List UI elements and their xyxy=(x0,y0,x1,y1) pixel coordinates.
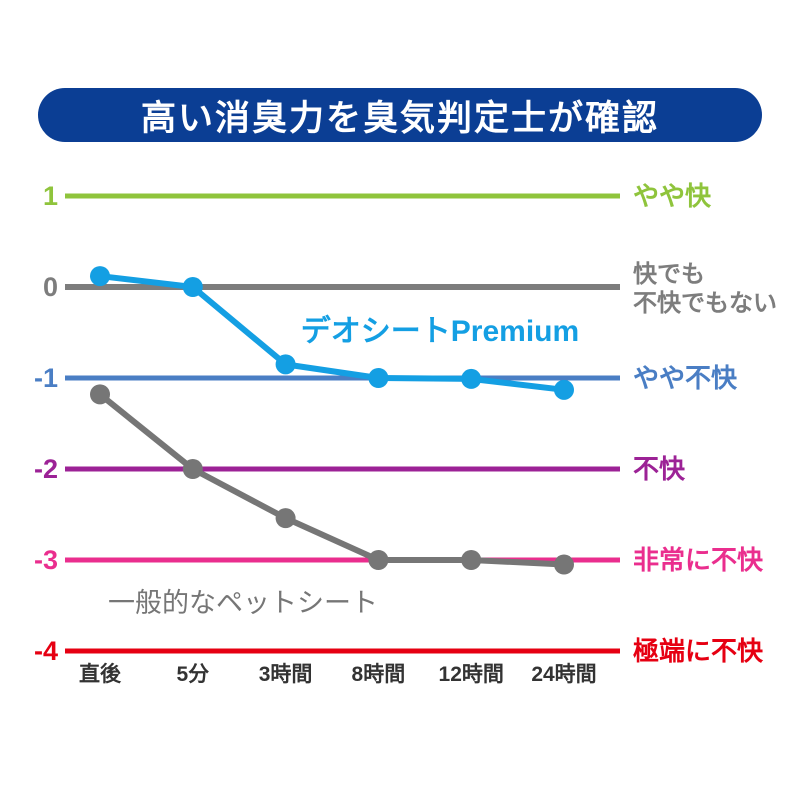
scale-label: 不快 xyxy=(633,454,686,484)
y-axis-label: -2 xyxy=(34,454,58,484)
x-tick-label: 3時間 xyxy=(259,662,313,686)
x-tick-label: 8時間 xyxy=(352,662,406,686)
title-banner: 高い消臭力を臭気判定士が確認 xyxy=(38,88,762,142)
series-label-1: 一般的なペットシート xyxy=(108,588,378,618)
scale-label: 非常に不快 xyxy=(633,545,764,575)
data-point xyxy=(554,379,574,400)
x-tick-label: 5分 xyxy=(176,663,209,686)
y-axis-label: 1 xyxy=(43,181,58,211)
data-point xyxy=(368,550,389,570)
data-point xyxy=(368,368,389,388)
scale-label: やや快 xyxy=(633,181,712,211)
series-line-1 xyxy=(97,391,567,568)
scale-label: 極端に不快 xyxy=(633,636,764,666)
y-axis-label: -4 xyxy=(34,636,58,666)
scale-label: 快でも不快でもない xyxy=(633,261,777,317)
series-label-0: デオシートPremium xyxy=(301,314,579,348)
x-tick-label: 12時間 xyxy=(439,662,504,686)
y-axis-label: -3 xyxy=(34,545,58,575)
data-point xyxy=(461,368,482,389)
data-point xyxy=(182,459,203,479)
data-point xyxy=(554,554,574,575)
data-point xyxy=(461,550,482,570)
y-axis-label: -1 xyxy=(34,363,58,393)
data-point xyxy=(90,266,110,287)
series-line-0 xyxy=(97,273,567,393)
data-point xyxy=(182,277,203,297)
y-axis-label: 0 xyxy=(43,272,58,302)
scale-label: やや不快 xyxy=(633,363,738,393)
data-point xyxy=(90,384,110,405)
x-tick-label: 直後 xyxy=(79,662,122,686)
page-title: 高い消臭力を臭気判定士が確認 xyxy=(140,98,659,138)
data-point xyxy=(275,508,296,529)
x-tick-label: 24時間 xyxy=(531,662,596,686)
data-point xyxy=(275,354,296,375)
